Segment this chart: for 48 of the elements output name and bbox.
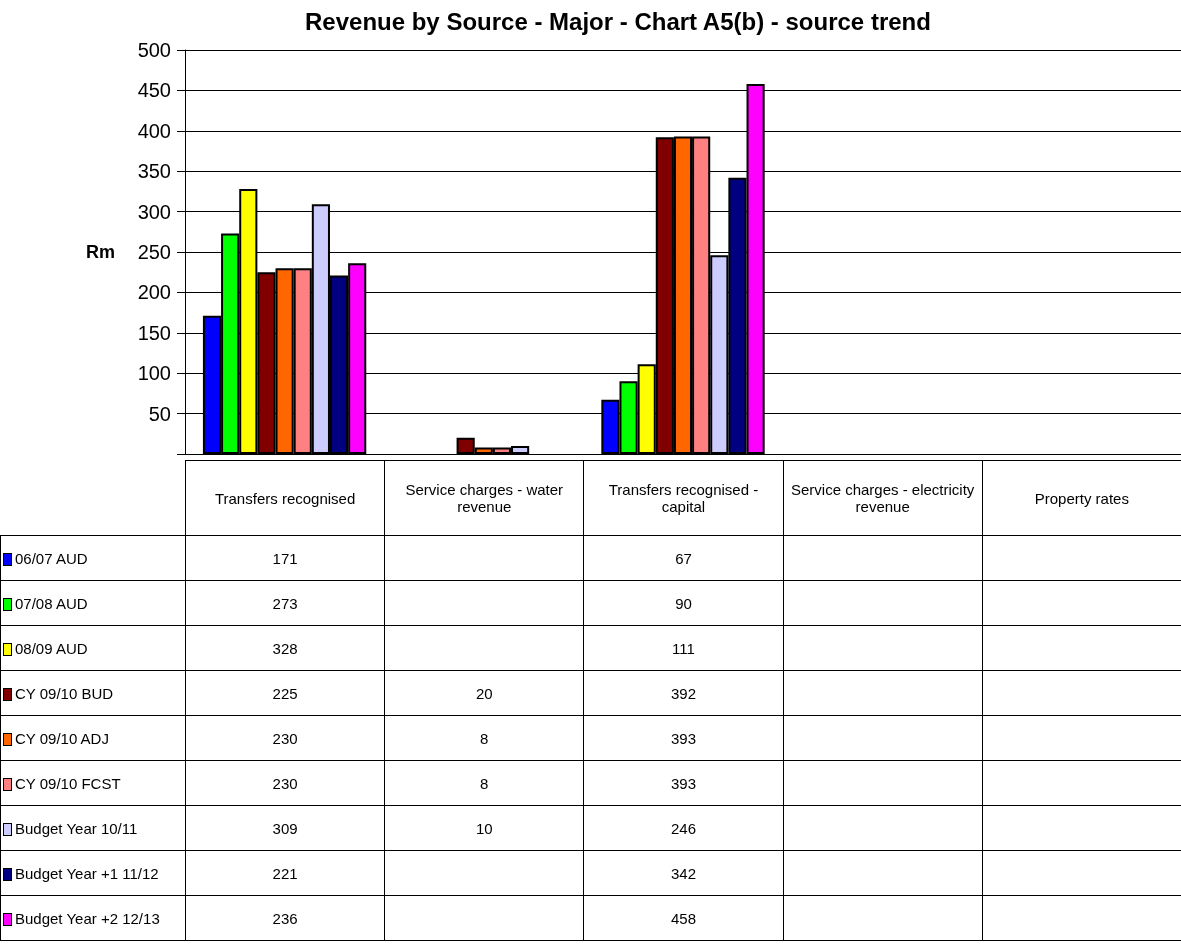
x-tick-label: Transfers recognised xyxy=(185,460,385,536)
data-label: 230 xyxy=(185,760,385,806)
data-label: 309 xyxy=(185,805,385,851)
data-label: 225 xyxy=(185,670,385,716)
data-label: 328 xyxy=(185,625,385,671)
data-label: 67 xyxy=(583,535,784,581)
y-tick-label: 150 xyxy=(137,321,171,344)
legend-label: 06/07 AUD xyxy=(0,535,186,581)
y-axis-title: Rm xyxy=(85,242,115,262)
data-label: 221 xyxy=(185,850,385,896)
data-label: 246 xyxy=(583,805,784,851)
y-tick-label: 100 xyxy=(137,362,171,385)
y-tick-label: 450 xyxy=(137,79,171,102)
legend-label: CY 09/10 BUD xyxy=(0,670,186,716)
y-tick-label: 500 xyxy=(137,39,171,61)
data-label: 342 xyxy=(583,850,784,896)
data-label: 8 xyxy=(384,715,584,761)
data-label: 90 xyxy=(583,580,784,626)
x-tick-label: Service charges - water revenue xyxy=(384,460,584,536)
data-label: 8 xyxy=(384,760,584,806)
data-label: 230 xyxy=(185,715,385,761)
data-label: 393 xyxy=(583,715,784,761)
legend-label: CY 09/10 ADJ xyxy=(0,715,186,761)
y-tick-label: 300 xyxy=(137,200,171,223)
y-tick-label: 50 xyxy=(148,402,171,425)
x-tick-label: Service charges - electricity revenue xyxy=(783,460,983,536)
legend-label: Budget Year 10/11 xyxy=(0,805,186,851)
legend-label: Budget Year +1 11/12 xyxy=(0,850,186,896)
chart-title: Revenue by Source - Major - Chart A5(b) - source trend xyxy=(305,7,931,35)
x-tick-label: Property rates xyxy=(982,460,1181,536)
legend-label: CY 09/10 FCST xyxy=(0,760,186,806)
y-tick-label: 400 xyxy=(137,119,171,142)
data-label: 10 xyxy=(384,805,584,851)
data-label: 273 xyxy=(185,580,385,626)
legend-label: Budget Year +2 12/13 xyxy=(0,895,186,941)
y-tick-label: 350 xyxy=(137,160,171,183)
legend-label: 08/09 AUD xyxy=(0,625,186,671)
y-tick-label: 200 xyxy=(137,281,171,304)
legend-label: 07/08 AUD xyxy=(0,580,186,626)
data-label: 171 xyxy=(185,535,385,581)
data-label: 236 xyxy=(185,895,385,941)
data-label: 20 xyxy=(384,670,584,716)
data-label: 392 xyxy=(583,670,784,716)
data-label: 458 xyxy=(583,895,784,941)
x-tick-label: Transfers recognised - capital xyxy=(583,460,784,536)
data-label: 111 xyxy=(583,625,784,671)
y-tick-label: 250 xyxy=(137,241,171,263)
data-label: 393 xyxy=(583,760,784,806)
